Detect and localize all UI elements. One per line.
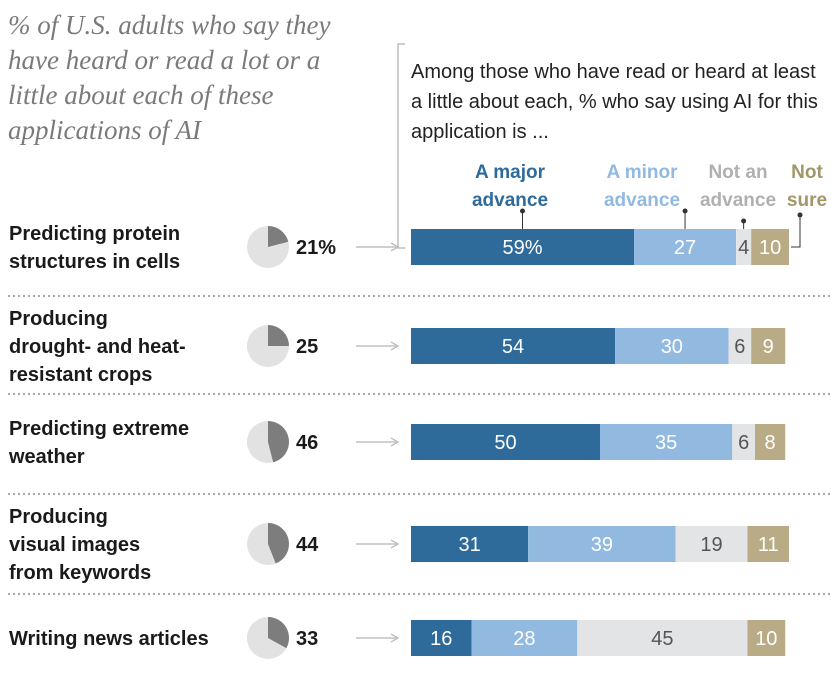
bar-2-label-4: 9 bbox=[763, 336, 774, 358]
bar-1-label-1: 59% bbox=[502, 237, 542, 259]
arrow-head-2 bbox=[390, 341, 400, 351]
legend-label-1-line-2: advance bbox=[472, 190, 548, 211]
bar-3-label-1: 50 bbox=[494, 432, 516, 454]
bar-1-segment-2 bbox=[634, 229, 737, 265]
heard-percent-3: 46 bbox=[296, 432, 318, 454]
pie-slice-3 bbox=[268, 421, 289, 463]
legend-label-2-line-1: A minor bbox=[606, 162, 678, 183]
arrow-head-3 bbox=[390, 437, 400, 447]
row-label-4-line-3: from keywords bbox=[9, 562, 151, 584]
row-label-4-line-2: visual images bbox=[9, 534, 140, 556]
arrow-head-5 bbox=[390, 633, 400, 643]
legend-label-4-line-2: sure bbox=[787, 190, 827, 211]
bar-2-label-3: 6 bbox=[734, 336, 745, 358]
bar-1-label-4: 10 bbox=[759, 237, 781, 259]
heard-percent-2: 25 bbox=[296, 336, 318, 358]
bar-5-segment-1 bbox=[411, 620, 472, 656]
bar-3-segment-1 bbox=[411, 424, 600, 460]
bar-1-segment-3 bbox=[736, 229, 752, 265]
legend-pointer-line-4 bbox=[791, 215, 801, 248]
bar-5-label-4: 10 bbox=[755, 628, 777, 650]
row-label-4-line-1: Producing bbox=[9, 506, 108, 528]
bar-5-label-3: 45 bbox=[651, 628, 673, 650]
bar-3-segment-4 bbox=[754, 424, 786, 460]
bar-1-label-2: 27 bbox=[674, 237, 696, 259]
bar-3-label-4: 8 bbox=[765, 432, 776, 454]
row-label-2-line-2: drought- and heat- bbox=[9, 336, 186, 358]
left-title: % of U.S. adults who say they have heard… bbox=[8, 10, 331, 145]
legend-label-2-line-2: advance bbox=[604, 190, 680, 211]
legend-label-3-line-2: advance bbox=[700, 190, 776, 211]
bar-1-segment-4 bbox=[751, 229, 789, 265]
legend-label-1-line-1: A major bbox=[475, 162, 546, 183]
bar-4-label-1: 31 bbox=[458, 534, 480, 556]
bar-2-segment-1 bbox=[411, 328, 616, 364]
bar-4-label-4: 11 bbox=[758, 534, 779, 556]
bar-5-label-2: 28 bbox=[513, 628, 535, 650]
legend-label-4-line-1: Not bbox=[791, 162, 823, 183]
header-bracket bbox=[397, 43, 405, 249]
bar-3-segment-2 bbox=[600, 424, 733, 460]
pie-slice-4 bbox=[268, 523, 290, 564]
bar-4-segment-4 bbox=[747, 526, 789, 562]
bar-4-label-3: 19 bbox=[700, 534, 722, 556]
row-label-2-line-1: Producing bbox=[9, 308, 108, 330]
pie-slice-5 bbox=[268, 617, 289, 649]
bar-2-segment-4 bbox=[751, 328, 786, 364]
row-label-1-line-1: Predicting protein bbox=[9, 223, 180, 245]
arrow-head-1 bbox=[390, 242, 400, 252]
bar-2-label-2: 30 bbox=[661, 336, 683, 358]
bar-5-segment-3 bbox=[577, 620, 748, 656]
bar-2-segment-2 bbox=[615, 328, 729, 364]
row-label-1-line-2: structures in cells bbox=[9, 251, 180, 273]
row-label-3-line-1: Predicting extreme bbox=[9, 418, 189, 440]
bar-5-segment-2 bbox=[471, 620, 578, 656]
bar-2-label-1: 54 bbox=[502, 336, 524, 358]
bar-5-label-1: 16 bbox=[430, 628, 452, 650]
pie-slice-2 bbox=[268, 325, 289, 346]
heard-percent-1: 21% bbox=[296, 237, 336, 259]
row-label-2-line-3: resistant crops bbox=[9, 364, 152, 386]
bar-3-label-3: 6 bbox=[738, 432, 749, 454]
right-title: Among those who have read or heard at le… bbox=[411, 61, 818, 143]
row-label-3-line-2: weather bbox=[8, 446, 85, 468]
bar-5-segment-4 bbox=[747, 620, 786, 656]
bar-3-label-2: 35 bbox=[655, 432, 677, 454]
heard-percent-4: 44 bbox=[296, 534, 319, 556]
pie-slice-1 bbox=[268, 226, 289, 247]
bar-1-label-3: 4 bbox=[738, 237, 749, 259]
bar-2-segment-3 bbox=[728, 328, 752, 364]
legend-label-3-line-1: Not an bbox=[708, 162, 767, 183]
row-label-5-line-1: Writing news articles bbox=[9, 628, 209, 650]
bar-4-segment-3 bbox=[675, 526, 748, 562]
bar-4-segment-2 bbox=[528, 526, 676, 562]
arrow-head-4 bbox=[390, 539, 400, 549]
bar-4-label-2: 39 bbox=[591, 534, 613, 556]
heard-percent-5: 33 bbox=[296, 628, 318, 650]
bar-3-segment-3 bbox=[732, 424, 755, 460]
bar-1-segment-1 bbox=[411, 229, 635, 265]
bar-4-segment-1 bbox=[411, 526, 529, 562]
